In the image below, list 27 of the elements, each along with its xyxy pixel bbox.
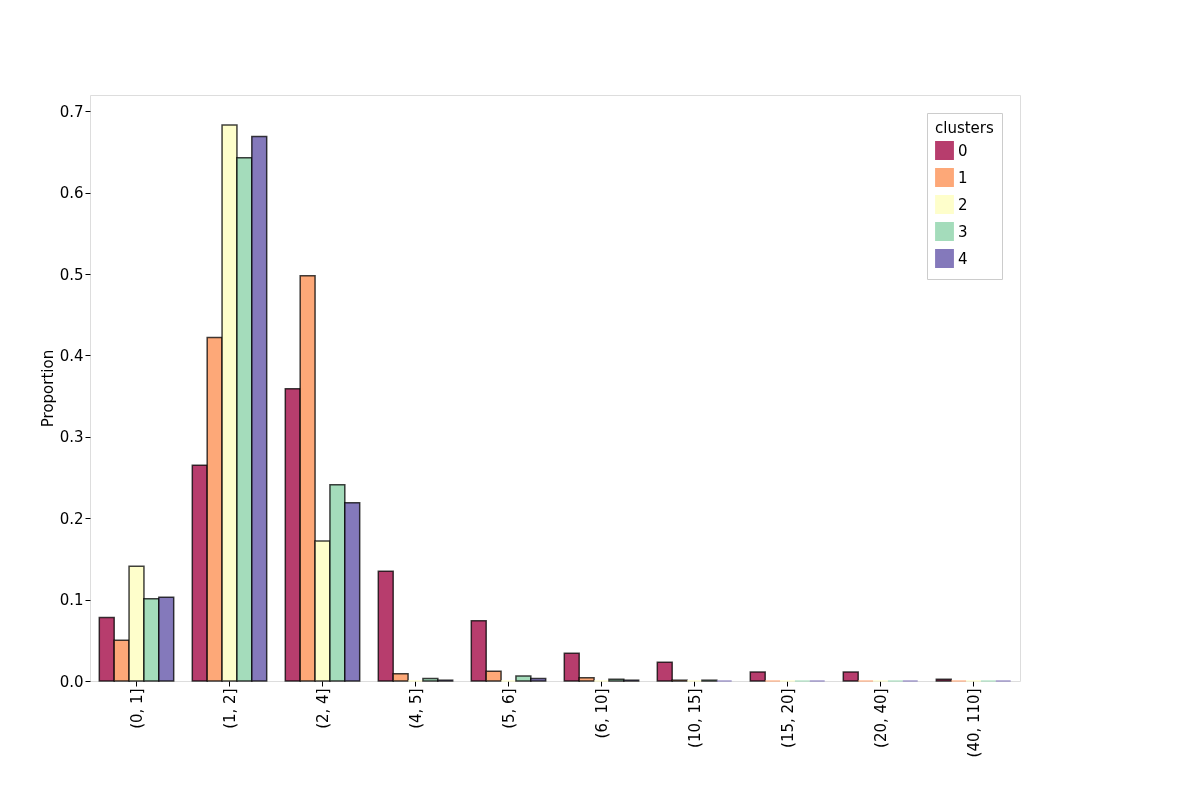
legend-label: 0 [958,141,968,160]
x-tick-label: (6, 10] [592,688,611,739]
bar [842,671,859,682]
legend-title: clusters [935,119,995,137]
x-tick-label: (5, 6] [499,688,518,729]
x-tick-label: (10, 15] [685,688,704,748]
y-tick-label: 0.5 [59,265,84,284]
y-tick-label: 0.7 [59,102,84,121]
y-tick-label: 0.2 [59,509,84,528]
y-tick-label: 0.4 [59,346,84,365]
y-tick-label: 0.1 [59,591,84,610]
x-tick-label: (1, 2] [220,688,239,729]
legend-label: 3 [958,222,968,241]
x-tick-label: (20, 40] [871,688,890,748]
y-tick-label: 0.3 [59,428,84,447]
legend-label: 1 [958,168,968,187]
x-tick-label: (40, 110] [964,688,983,758]
x-tick-label: (0, 1] [127,688,146,729]
x-tick-label: (15, 20] [778,688,797,748]
legend-label: 4 [958,249,968,268]
y-axis-title: Proportion [38,349,57,428]
x-tick-label: (2, 4] [313,688,332,729]
bar [749,671,766,682]
legend-label: 2 [958,195,968,214]
y-tick-label: 0.6 [59,184,84,203]
y-tick-label: 0.0 [59,672,84,691]
x-tick-label: (4, 5] [406,688,425,729]
